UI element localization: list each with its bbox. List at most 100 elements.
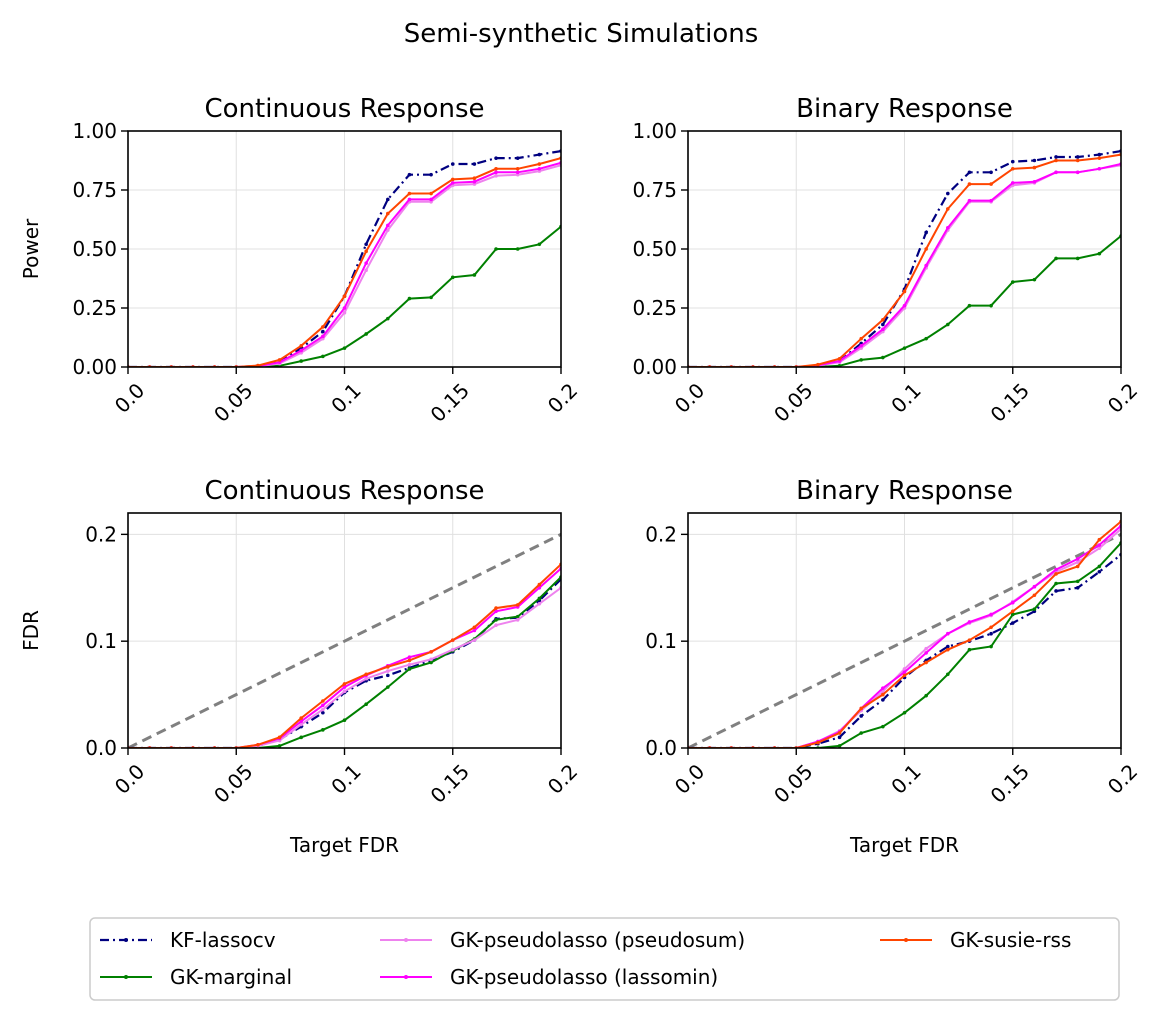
point-gk-pseudolasso-pseudosum-10 xyxy=(342,689,347,694)
point-gk-susie-rss-9 xyxy=(881,318,885,322)
legend-marker xyxy=(404,975,408,979)
x-tick-label: 0.0 xyxy=(110,759,149,798)
point-gk-marginal-10 xyxy=(902,346,907,350)
point-gk-marginal-17 xyxy=(494,247,498,251)
point-gk-pseudolasso-lassomin-10 xyxy=(342,685,347,689)
point-gk-pseudolasso-pseudosum-17 xyxy=(494,174,498,178)
point-gk-susie-rss-13 xyxy=(967,182,972,186)
point-gk-pseudolasso-lassomin-8 xyxy=(299,348,304,353)
point-kf-lassocv-19 xyxy=(1097,152,1102,157)
x-tick-label: 0.05 xyxy=(209,759,257,807)
point-gk-pseudolasso-lassomin-19 xyxy=(537,166,542,171)
point-gk-pseudolasso-lassomin-18 xyxy=(1075,170,1080,175)
legend-label: GK-susie-rss xyxy=(950,928,1071,952)
x-axis-label: Target FDR xyxy=(849,833,959,857)
point-gk-susie-rss-17 xyxy=(1054,158,1058,163)
point-kf-lassocv-15 xyxy=(1010,159,1015,164)
point-gk-pseudolasso-lassomin-8 xyxy=(299,719,304,724)
point-gk-pseudolasso-pseudosum-13 xyxy=(407,662,412,667)
series-gk-susie-rss xyxy=(128,562,561,748)
point-gk-marginal-17 xyxy=(1054,581,1058,586)
series-gk-susie-rss xyxy=(128,156,561,367)
legend-item-gk-susie-rss: GK-susie-rss xyxy=(880,928,1071,952)
point-kf-lassocv-9 xyxy=(321,329,325,334)
point-gk-pseudolasso-lassomin-9 xyxy=(881,686,885,690)
point-gk-susie-rss-12 xyxy=(946,647,950,652)
point-kf-lassocv-16 xyxy=(472,162,477,166)
point-kf-lassocv-7 xyxy=(837,735,842,740)
point-gk-susie-rss-8 xyxy=(299,343,304,348)
point-kf-lassocv-12 xyxy=(386,673,390,678)
point-gk-marginal-18 xyxy=(515,247,520,251)
x-axis-label: Target FDR xyxy=(289,833,399,857)
legend-label: KF-lassocv xyxy=(170,928,276,952)
point-gk-marginal-14 xyxy=(429,295,433,300)
point-gk-susie-rss-6 xyxy=(816,362,820,367)
point-gk-marginal-15 xyxy=(450,275,455,280)
point-gk-pseudolasso-lassomin-13 xyxy=(407,197,412,202)
y-tick-label: 0.25 xyxy=(632,296,677,320)
y-tick-label: 0.1 xyxy=(85,629,117,653)
point-gk-susie-rss-19 xyxy=(1097,156,1102,160)
point-gk-marginal-13 xyxy=(967,303,972,308)
y-tick-label: 0.50 xyxy=(632,237,677,261)
point-gk-susie-rss-13 xyxy=(407,658,412,663)
point-gk-susie-rss-9 xyxy=(881,692,885,697)
point-gk-marginal-12 xyxy=(386,316,390,321)
y-tick-label: 0.2 xyxy=(85,522,117,546)
legend-item-gk-pseudolasso-lassomin: GK-pseudolasso (lassomin) xyxy=(380,965,718,989)
point-gk-susie-rss-7 xyxy=(837,731,842,735)
point-gk-marginal-8 xyxy=(859,358,863,362)
y-tick-label: 1.00 xyxy=(632,119,677,143)
legend: KF-lassocv GK-marginal GK-pseudolasso (pse… xyxy=(89,917,1120,1001)
point-kf-lassocv-14 xyxy=(989,631,993,636)
point-gk-pseudolasso-lassomin-19 xyxy=(1097,543,1102,547)
point-kf-lassocv-14 xyxy=(429,172,433,177)
point-gk-marginal-18 xyxy=(1075,579,1080,584)
point-gk-pseudolasso-pseudosum-10 xyxy=(902,667,907,671)
point-gk-marginal-7 xyxy=(837,744,842,748)
x-tick-label: 0.15 xyxy=(986,378,1034,426)
legend-marker xyxy=(904,938,908,942)
point-gk-pseudolasso-lassomin-19 xyxy=(537,585,542,590)
point-gk-marginal-9 xyxy=(321,728,325,732)
point-kf-lassocv-15 xyxy=(450,162,455,166)
panel-title: Binary Response xyxy=(796,476,1013,506)
point-gk-marginal-16 xyxy=(1032,607,1037,611)
point-gk-pseudolasso-lassomin-17 xyxy=(494,170,498,175)
x-tick-label: 0.1 xyxy=(886,378,925,417)
point-gk-pseudolasso-pseudosum-12 xyxy=(386,669,390,673)
point-gk-susie-rss-16 xyxy=(1032,593,1037,598)
point-kf-lassocv-9 xyxy=(321,710,325,715)
point-kf-lassocv-14 xyxy=(989,170,993,175)
point-gk-pseudolasso-lassomin-14 xyxy=(989,198,993,203)
point-gk-marginal-17 xyxy=(494,618,498,622)
point-gk-pseudolasso-lassomin-18 xyxy=(515,170,520,175)
x-tick-label: 0.15 xyxy=(426,759,474,807)
point-gk-susie-rss-14 xyxy=(429,191,433,196)
point-gk-marginal-10 xyxy=(342,718,347,723)
point-gk-marginal-16 xyxy=(472,273,477,277)
point-gk-pseudolasso-pseudosum-19 xyxy=(1097,546,1102,551)
point-gk-marginal-19 xyxy=(537,596,542,601)
point-gk-marginal-10 xyxy=(902,710,907,715)
point-gk-pseudolasso-lassomin-9 xyxy=(321,334,325,339)
point-kf-lassocv-11 xyxy=(364,242,368,247)
point-kf-lassocv-17 xyxy=(494,156,498,160)
point-gk-pseudolasso-lassomin-13 xyxy=(967,620,972,624)
point-kf-lassocv-12 xyxy=(946,644,950,649)
point-gk-susie-rss-8 xyxy=(299,716,304,720)
point-gk-susie-rss-10 xyxy=(902,289,907,294)
point-gk-susie-rss-19 xyxy=(1097,537,1102,542)
point-gk-marginal-11 xyxy=(364,332,368,336)
legend-marker xyxy=(124,938,128,942)
point-gk-pseudolasso-lassomin-17 xyxy=(1054,567,1058,572)
point-gk-marginal-8 xyxy=(299,359,304,363)
point-gk-marginal-13 xyxy=(407,296,412,301)
point-kf-lassocv-9 xyxy=(881,322,885,327)
point-gk-pseudolasso-lassomin-13 xyxy=(967,198,972,203)
point-gk-pseudolasso-lassomin-16 xyxy=(472,179,477,184)
x-tick-label: 0.05 xyxy=(209,378,257,426)
point-kf-lassocv-8 xyxy=(859,714,863,718)
point-gk-pseudolasso-lassomin-10 xyxy=(342,306,347,310)
